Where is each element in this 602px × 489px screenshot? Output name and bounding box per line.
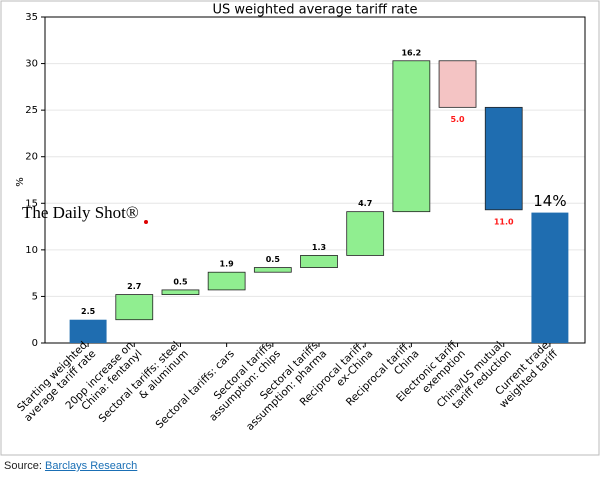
bar xyxy=(300,255,338,268)
value-label: 1.3 xyxy=(312,243,326,252)
value-label: 2.5 xyxy=(81,307,96,316)
y-tick-label: 0 xyxy=(32,338,38,349)
watermark: The Daily Shot® xyxy=(22,203,139,222)
bar xyxy=(531,212,569,343)
bar xyxy=(346,211,385,256)
plot-frame xyxy=(44,16,586,344)
y-tick-label: 5 xyxy=(32,291,38,302)
y-axis-label: % xyxy=(15,177,26,187)
value-label: 2.7 xyxy=(127,282,141,291)
y-tick-label: 25 xyxy=(25,105,38,116)
value-label: 14% xyxy=(533,192,566,210)
y-tick-label: 35 xyxy=(25,12,38,23)
source-label: Source: xyxy=(4,460,42,472)
bar xyxy=(161,289,200,295)
source: Source: Barclays Research xyxy=(4,460,137,472)
bar xyxy=(253,267,292,273)
bar xyxy=(115,294,154,321)
y-tick-label: 30 xyxy=(25,59,38,70)
y-tick-label: 15 xyxy=(25,198,38,209)
bar xyxy=(438,60,477,108)
value-label: 4.7 xyxy=(358,199,372,208)
y-tick-label: 20 xyxy=(25,152,38,163)
y-tick-label: 10 xyxy=(25,245,38,256)
value-label: 16.2 xyxy=(401,48,421,57)
value-label: 11.0 xyxy=(494,217,514,226)
chart-border xyxy=(0,0,600,456)
chart-title: US weighted average tariff rate xyxy=(213,3,418,18)
bar xyxy=(69,319,107,343)
bar xyxy=(207,271,246,291)
source-link[interactable]: Barclays Research xyxy=(44,460,138,472)
chart: US weighted average tariff rate % The Da… xyxy=(0,0,600,456)
bar xyxy=(484,106,523,211)
value-label: 5.0 xyxy=(450,115,465,124)
value-label: 0.5 xyxy=(173,277,188,286)
watermark-dot xyxy=(144,220,148,224)
bar xyxy=(392,60,431,213)
value-label: 1.9 xyxy=(220,260,235,269)
value-label: 0.5 xyxy=(266,255,281,264)
